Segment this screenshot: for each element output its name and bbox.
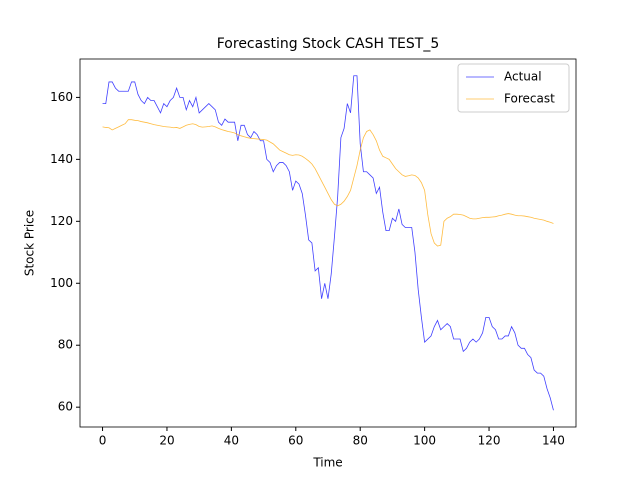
x-tick-label: 140: [542, 434, 565, 448]
y-tick-label: 80: [58, 338, 73, 352]
plot-frame: [79, 58, 577, 428]
y-tick-label: 120: [50, 214, 73, 228]
x-tick-label: 80: [353, 434, 368, 448]
legend-box: [457, 63, 570, 113]
x-tick-label: 100: [413, 434, 436, 448]
x-tick-label: 120: [478, 434, 501, 448]
x-tick-label: 40: [224, 434, 239, 448]
y-tick-label: 160: [50, 90, 73, 104]
x-axis-label: Time: [312, 456, 342, 470]
y-axis-label: Stock Price: [23, 210, 37, 276]
data-line: [102, 75, 554, 411]
x-tick-label: 20: [159, 434, 174, 448]
legend-label: Actual: [504, 70, 542, 84]
x-tick-label: 0: [99, 434, 107, 448]
y-tick-label: 100: [50, 276, 73, 290]
legend-label: Forecast: [504, 92, 555, 106]
data-line: [102, 119, 554, 247]
y-tick-label: 60: [58, 400, 73, 414]
y-tick-label: 140: [50, 152, 73, 166]
chart-title: Forecasting Stock CASH TEST_5: [217, 36, 440, 52]
x-tick-label: 60: [288, 434, 303, 448]
